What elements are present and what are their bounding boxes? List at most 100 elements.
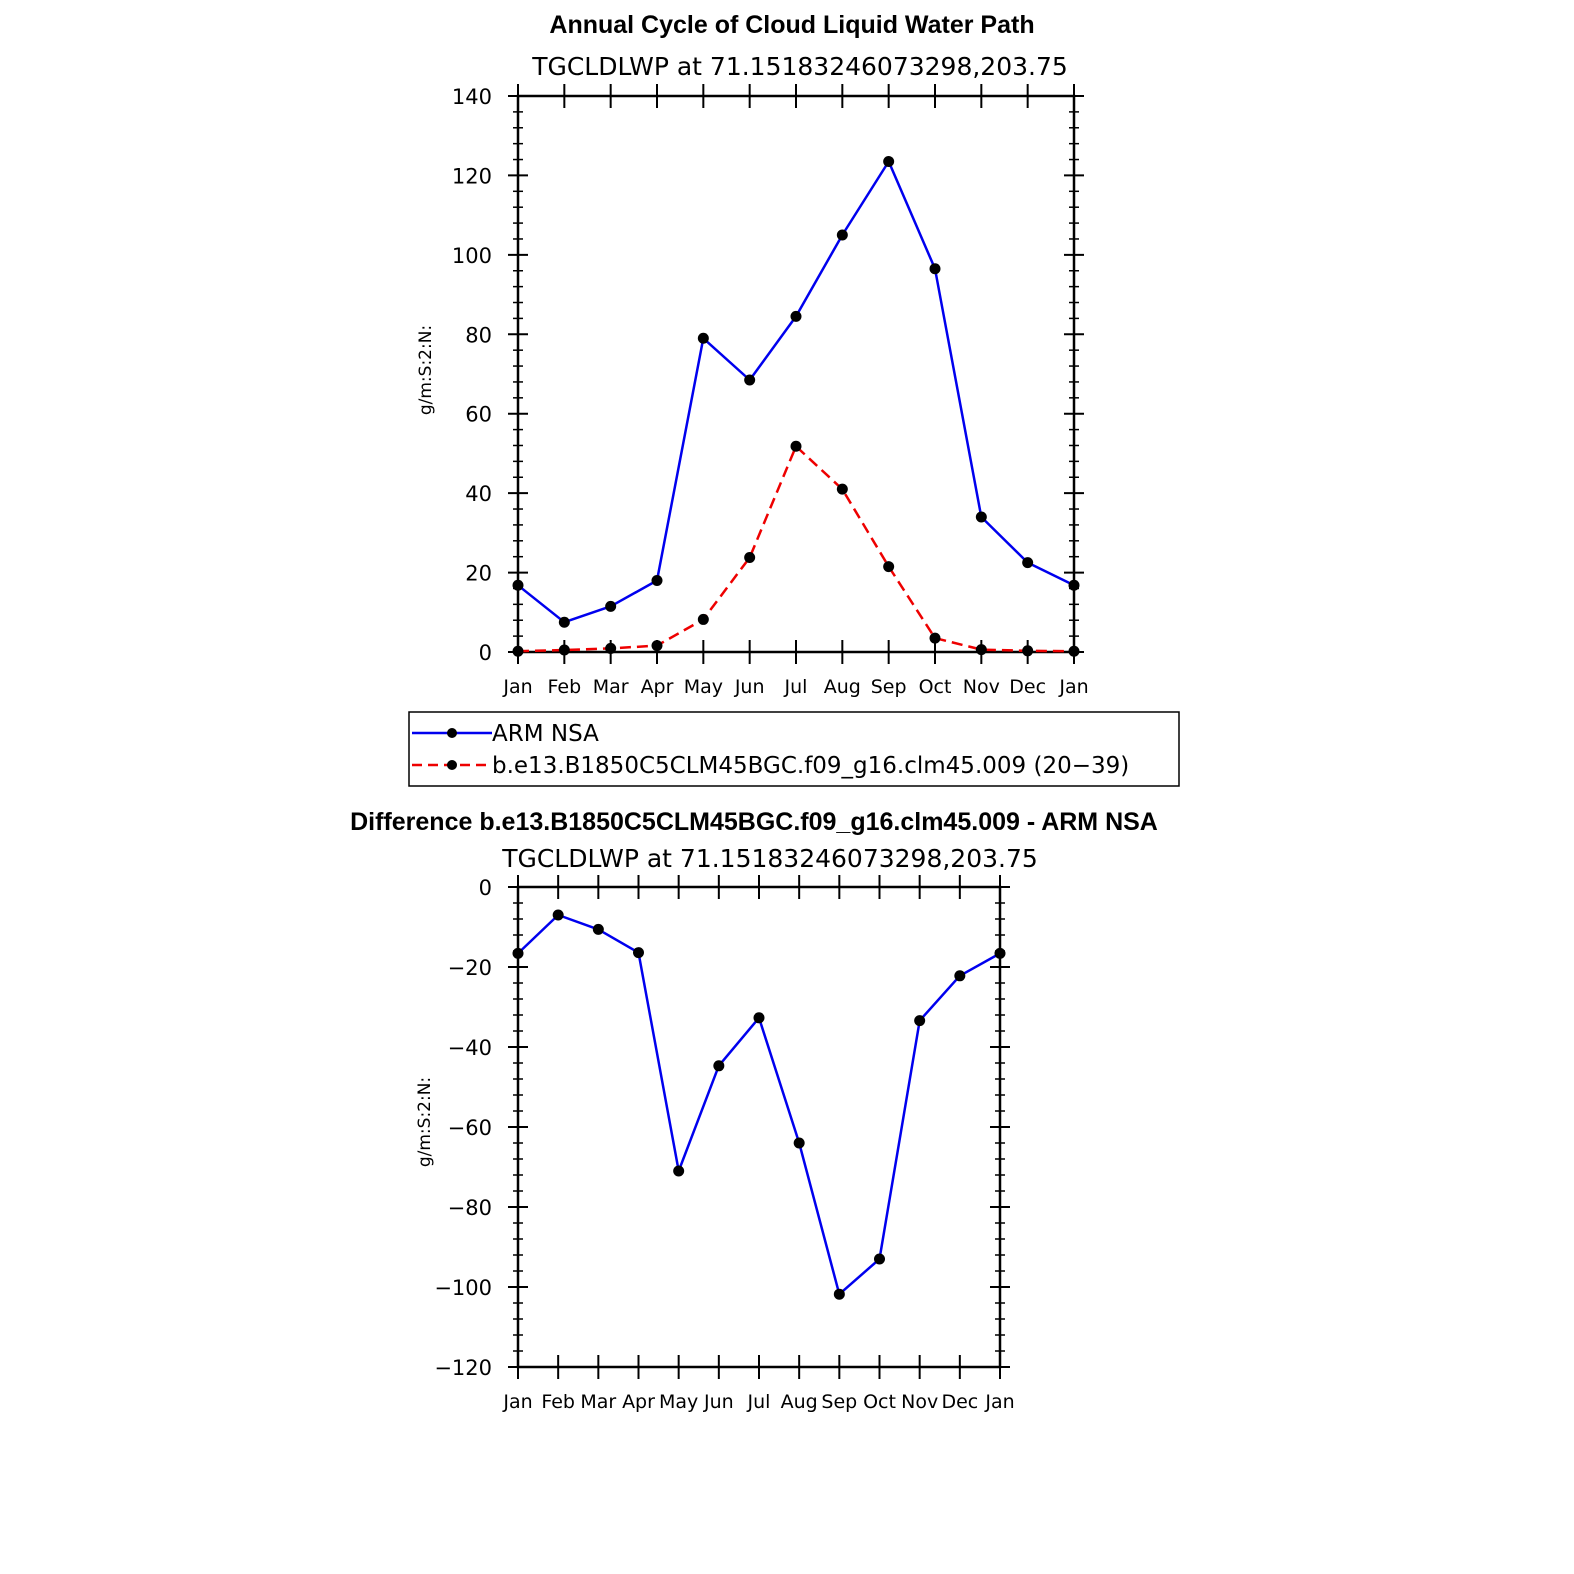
x-tick-label: Jan bbox=[1058, 676, 1088, 698]
y-tick-label: 40 bbox=[465, 482, 492, 506]
series-line-0 bbox=[517, 913, 1001, 1296]
data-point bbox=[793, 1137, 805, 1149]
chart-subtitle: TGCLDLWP at 71.15183246073298,203.75 bbox=[501, 844, 1038, 873]
x-tick-label: Jul bbox=[747, 1391, 771, 1413]
data-point bbox=[1068, 579, 1080, 591]
data-point bbox=[929, 632, 941, 644]
plot-area: −120 −100 −80 −60 −40 −20 0 Jan Feb Mar Apr May Jun J… bbox=[434, 875, 1015, 1413]
data-point bbox=[512, 645, 524, 657]
x-tick-label: Feb bbox=[548, 676, 582, 698]
data-point bbox=[975, 644, 987, 656]
x-tick-label: Jan bbox=[502, 1391, 532, 1413]
data-point bbox=[836, 229, 848, 241]
data-point bbox=[883, 156, 895, 168]
data-point bbox=[753, 1012, 765, 1024]
data-point bbox=[1022, 645, 1034, 657]
y-tick-label: −60 bbox=[448, 1116, 492, 1140]
y-axis-label: g/m:S:2:N: bbox=[415, 1077, 435, 1167]
plot-frame bbox=[516, 94, 1076, 654]
data-point bbox=[914, 1015, 926, 1027]
x-tick-label: Aug bbox=[824, 676, 861, 698]
x-tick-label: Apr bbox=[622, 1391, 655, 1413]
x-tick-label: Nov bbox=[963, 676, 1000, 698]
legend-marker-arm-nsa bbox=[447, 728, 457, 738]
data-point bbox=[651, 640, 663, 652]
y-tick-label: 0 bbox=[479, 641, 492, 665]
data-point bbox=[512, 947, 524, 959]
data-point bbox=[633, 947, 644, 959]
x-tick-label: Mar bbox=[580, 1391, 616, 1413]
data-point bbox=[697, 332, 709, 344]
x-tick-label: Feb bbox=[541, 1391, 575, 1413]
legend-label-arm-nsa: ARM NSA bbox=[492, 721, 599, 747]
series-line-1 bbox=[517, 445, 1075, 653]
plot-frame bbox=[516, 885, 1002, 1369]
data-point bbox=[744, 551, 756, 563]
x-tick-label: Nov bbox=[901, 1391, 938, 1413]
data-point bbox=[512, 579, 524, 591]
data-point bbox=[592, 923, 604, 935]
data-point bbox=[1068, 645, 1080, 657]
annual-cycle-chart: Annual Cycle of Cloud Liquid Water Path … bbox=[408, 11, 1180, 787]
x-tick-label: Jun bbox=[703, 1391, 734, 1413]
data-point bbox=[673, 1165, 685, 1177]
x-tick-label: Jun bbox=[734, 676, 765, 698]
data-point bbox=[605, 600, 617, 612]
y-tick-label: 100 bbox=[452, 244, 492, 268]
y-tick-label: 80 bbox=[465, 323, 492, 347]
x-tick-label: Jul bbox=[784, 676, 808, 698]
y-tick-label: 20 bbox=[465, 562, 492, 586]
difference-chart: Difference b.e13.B1850C5CLM45BGC.f09_g16… bbox=[350, 808, 1158, 1413]
x-tick-label: Jan bbox=[502, 676, 532, 698]
chart-subtitle: TGCLDLWP at 71.15183246073298,203.75 bbox=[531, 52, 1068, 81]
y-axis-label: g/m:S:2:N: bbox=[416, 325, 436, 415]
y-tick-label: 60 bbox=[465, 403, 492, 427]
data-point bbox=[1022, 557, 1034, 569]
x-tick-label: May bbox=[659, 1391, 698, 1413]
y-tick-label: −80 bbox=[448, 1196, 492, 1220]
x-tick-label: Dec bbox=[941, 1391, 978, 1413]
data-point bbox=[883, 561, 895, 573]
y-tick-label: −40 bbox=[448, 1036, 492, 1060]
data-point bbox=[836, 483, 848, 495]
data-point bbox=[994, 947, 1006, 959]
data-point bbox=[874, 1253, 885, 1265]
legend-marker-model bbox=[447, 760, 457, 770]
data-point bbox=[605, 642, 617, 654]
data-point bbox=[744, 374, 756, 386]
x-tick-label: May bbox=[684, 676, 723, 698]
data-point bbox=[975, 511, 987, 523]
chart-title: Annual Cycle of Cloud Liquid Water Path bbox=[549, 11, 1034, 39]
plot-area: 0 20 40 60 80 100 120 140 Jan Feb Mar Apr May Jun Jul A… bbox=[452, 84, 1089, 698]
series-line-0 bbox=[517, 160, 1075, 624]
x-tick-label: Sep bbox=[871, 676, 907, 698]
data-point bbox=[558, 644, 570, 656]
x-tick-label: Apr bbox=[641, 676, 674, 698]
legend-label-model: b.e13.B1850C5CLM45BGC.f09_g16.clm45.009 … bbox=[492, 753, 1129, 779]
legend: ARM NSA b.e13.B1850C5CLM45BGC.f09_g16.cl… bbox=[408, 711, 1180, 787]
x-tick-label: Dec bbox=[1009, 676, 1046, 698]
x-tick-label: Mar bbox=[593, 676, 629, 698]
legend-box bbox=[408, 711, 1180, 787]
data-point bbox=[552, 909, 564, 921]
y-tick-label: 140 bbox=[452, 85, 492, 109]
x-tick-label: Oct bbox=[919, 676, 952, 698]
data-point bbox=[954, 970, 966, 982]
data-point bbox=[713, 1060, 725, 1072]
data-point bbox=[558, 616, 570, 628]
chart-title: Difference b.e13.B1850C5CLM45BGC.f09_g16… bbox=[350, 808, 1158, 836]
x-tick-label: Oct bbox=[863, 1391, 896, 1413]
y-tick-label: −100 bbox=[434, 1276, 492, 1300]
data-point bbox=[833, 1288, 845, 1300]
x-tick-label: Aug bbox=[781, 1391, 818, 1413]
y-tick-label: 0 bbox=[479, 876, 492, 900]
data-point bbox=[929, 263, 941, 275]
y-tick-label: −120 bbox=[434, 1356, 492, 1380]
x-tick-label: Sep bbox=[821, 1391, 857, 1413]
data-point bbox=[697, 613, 709, 625]
data-point bbox=[790, 440, 802, 452]
data-point bbox=[651, 575, 663, 587]
y-tick-label: 120 bbox=[452, 164, 492, 188]
x-tick-label: Jan bbox=[984, 1391, 1014, 1413]
